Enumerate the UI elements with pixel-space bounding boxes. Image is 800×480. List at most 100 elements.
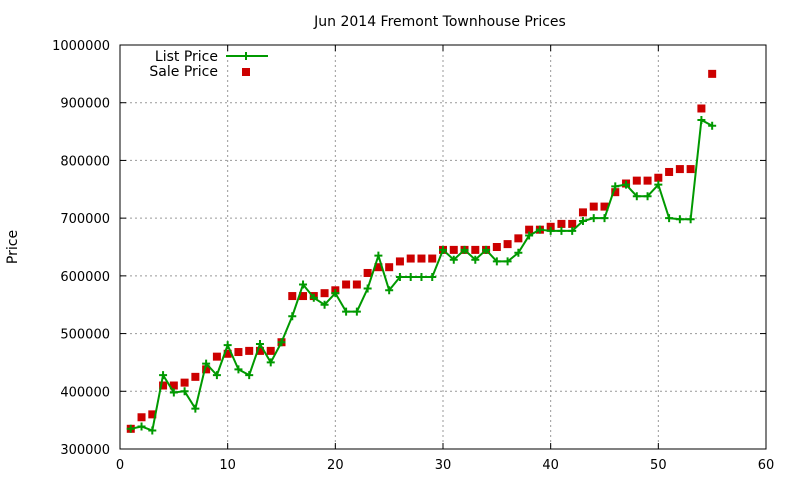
list-price-point xyxy=(471,255,480,264)
sale-price-point xyxy=(255,346,264,355)
list-price-point xyxy=(546,226,555,235)
sale-price-point xyxy=(449,245,458,254)
list-price-point xyxy=(589,214,598,223)
sale-price-point xyxy=(471,245,480,254)
sale-price-point xyxy=(180,378,189,387)
sale-price-point xyxy=(525,225,534,234)
list-price-point xyxy=(191,404,200,413)
list-price-point xyxy=(503,257,512,266)
sale-price-point xyxy=(708,69,717,78)
sale-price-point xyxy=(342,280,351,289)
list-price-point xyxy=(675,215,684,224)
sale-price-point xyxy=(665,167,674,176)
list-price-point xyxy=(385,286,394,295)
list-price-point xyxy=(234,365,243,374)
sale-price-point xyxy=(234,348,243,357)
list-price-point xyxy=(245,371,254,380)
list-price-point xyxy=(299,280,308,289)
sale-price-point xyxy=(546,222,555,231)
list-price-point xyxy=(417,273,426,282)
list-price-point xyxy=(697,116,706,125)
list-price-point xyxy=(439,245,447,254)
sale-price-point xyxy=(654,173,663,182)
list-price-point xyxy=(126,424,135,433)
list-price-point xyxy=(428,273,437,282)
sale-price-point xyxy=(266,346,275,355)
sale-price-point xyxy=(169,381,178,390)
list-price-point xyxy=(374,251,383,260)
sale-price-point xyxy=(406,254,415,263)
list-price-point xyxy=(449,255,458,264)
list-price-point xyxy=(223,341,232,350)
axis-ticks: 0 10 20 30 40 50 60 300000 400000 500000 600000 700… xyxy=(52,39,774,473)
y-tick-label: 800000 xyxy=(60,154,110,169)
y-tick-label: 400000 xyxy=(60,385,110,400)
sale-price-point xyxy=(514,234,523,243)
x-tick-label: 60 xyxy=(758,458,775,473)
list-price-point xyxy=(492,257,501,266)
x-tick-label: 10 xyxy=(219,458,236,473)
list-price-point xyxy=(665,214,674,223)
list-price-point xyxy=(686,215,695,224)
list-price-point xyxy=(460,245,469,254)
sale-price-point xyxy=(191,372,200,381)
sale-price-point xyxy=(675,165,684,174)
sale-price-point xyxy=(245,346,254,355)
sale-price-point xyxy=(148,410,157,419)
sale-price-point xyxy=(320,289,329,298)
sale-price-point xyxy=(374,263,383,272)
plot-frame xyxy=(119,44,767,450)
list-price-point xyxy=(632,192,641,201)
sale-price-point xyxy=(202,365,211,374)
sale-price-point xyxy=(492,243,501,251)
chart-title: Jun 2014 Fremont Townhouse Prices xyxy=(313,14,566,30)
list-price-point xyxy=(148,426,157,435)
sale-price-point xyxy=(697,104,706,113)
sale-price-point xyxy=(212,352,221,361)
y-tick-label: 600000 xyxy=(60,270,110,285)
list-price-point xyxy=(525,231,534,240)
list-price-point xyxy=(514,248,523,257)
y-tick-label: 500000 xyxy=(60,328,110,343)
y-tick-label: 900000 xyxy=(60,97,110,112)
list-price-point xyxy=(159,371,168,380)
list-price-point xyxy=(654,180,663,189)
sale-price-point xyxy=(395,257,404,266)
list-price-point xyxy=(255,339,264,348)
x-tick-label: 30 xyxy=(435,458,452,473)
list-price-point xyxy=(169,388,178,397)
sale-price-point xyxy=(578,208,587,217)
list-price-point xyxy=(611,182,620,191)
list-price-point xyxy=(622,180,631,189)
legend-marker-sale-price xyxy=(242,68,250,76)
sale-price-point xyxy=(137,413,146,422)
y-tick-label: 300000 xyxy=(60,443,110,458)
y-axis-label: Price xyxy=(5,230,21,264)
sale-price-point xyxy=(159,381,168,390)
sale-price-point xyxy=(611,188,620,197)
sale-price-point xyxy=(428,254,437,263)
legend-label-sale-price: Sale Price xyxy=(149,64,218,80)
sale-price-point xyxy=(589,202,598,211)
sale-price-point xyxy=(503,240,512,249)
list-price-point xyxy=(320,300,329,309)
series-layer xyxy=(126,69,717,435)
list-price-point xyxy=(600,214,609,223)
legend-marker-list-price xyxy=(242,52,250,60)
sale-price-point xyxy=(632,176,641,185)
sale-price-point xyxy=(417,254,426,263)
list-price-point xyxy=(277,338,286,347)
list-price-point xyxy=(352,307,361,316)
sale-price-point xyxy=(686,165,695,174)
x-tick-label: 20 xyxy=(327,458,344,473)
x-tick-label: 0 xyxy=(116,458,124,473)
list-price-point xyxy=(535,225,544,234)
legend: List Price Sale Price xyxy=(149,49,268,80)
sale-price-point xyxy=(557,219,566,228)
sale-price-point xyxy=(223,349,232,358)
list-price-point xyxy=(557,226,566,235)
list-price-point xyxy=(212,371,221,380)
list-price-point xyxy=(202,359,211,368)
